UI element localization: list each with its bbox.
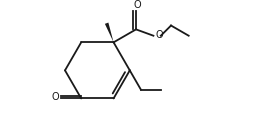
Polygon shape: [105, 23, 114, 42]
Text: O: O: [155, 30, 163, 40]
Text: O: O: [133, 0, 141, 10]
Text: O: O: [52, 92, 59, 102]
